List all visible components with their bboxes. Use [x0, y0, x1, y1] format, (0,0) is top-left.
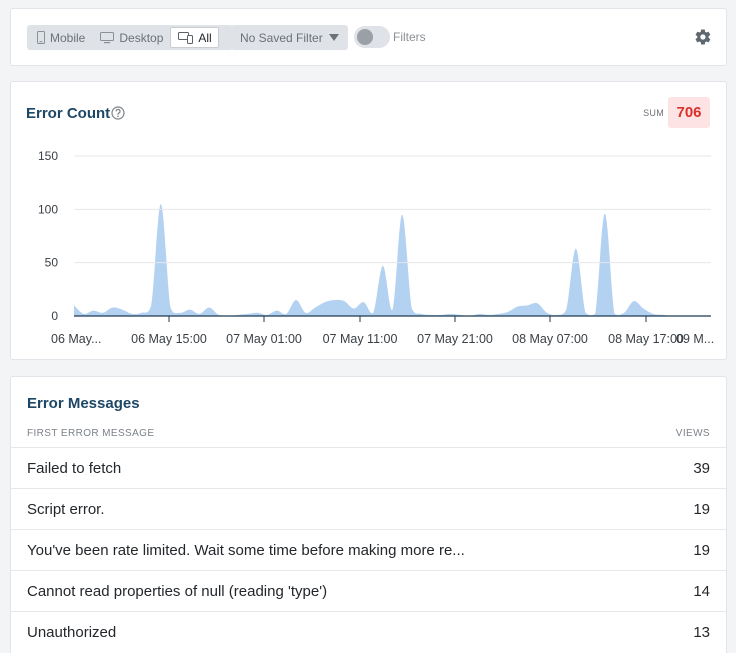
- table-row[interactable]: You've been rate limited. Wait some time…: [11, 529, 726, 570]
- toggle-knob: [357, 29, 373, 45]
- filters-toggle-label: Filters: [393, 30, 426, 44]
- device-segmented-control: Mobile Desktop All: [27, 25, 233, 50]
- mobile-icon: [37, 31, 45, 44]
- filters-toggle[interactable]: [354, 26, 390, 48]
- error-views: 39: [693, 459, 710, 477]
- y-tick-label: 50: [45, 256, 59, 270]
- error-count-chart: 0 50 100 150 06 May... 06 May 15:00 07 May 01:…: [38, 149, 714, 346]
- error-messages-title: Error Messages: [27, 395, 140, 412]
- error-views: 19: [693, 541, 710, 559]
- error-views: 13: [693, 623, 710, 641]
- error-views: 19: [693, 500, 710, 518]
- y-tick-label: 150: [38, 149, 58, 163]
- sum-value-badge: 706: [668, 97, 710, 128]
- saved-filter-dropdown[interactable]: No Saved Filter: [231, 25, 348, 50]
- desktop-icon: [100, 31, 115, 43]
- question-circle-icon[interactable]: [111, 106, 125, 120]
- error-count-title: Error Count: [26, 105, 111, 122]
- x-tick-label: 06 May...: [51, 332, 101, 346]
- segment-desktop-label: Desktop: [119, 30, 164, 45]
- x-tick-label: 07 May 01:00: [226, 332, 302, 346]
- error-messages-card: Error Messages FIRST ERROR MESSAGE VIEWS…: [10, 376, 727, 653]
- table-row[interactable]: Unauthorized 13: [11, 611, 726, 652]
- segment-all-label: All: [198, 30, 212, 45]
- error-count-card: Error Count SUM 706 0 50 100 150 06 May... 06…: [10, 81, 727, 360]
- x-tick-label: 09 M...: [676, 332, 714, 346]
- y-tick-label: 0: [51, 309, 58, 323]
- saved-filter-label: No Saved Filter: [240, 30, 323, 45]
- devices-icon: [178, 31, 194, 44]
- caret-down-icon: [328, 34, 339, 41]
- error-message: Failed to fetch: [27, 459, 122, 477]
- x-tick-label: 08 May 17:00: [608, 332, 684, 346]
- table-row[interactable]: Script error. 19: [11, 488, 726, 529]
- x-tick-label: 07 May 11:00: [323, 332, 398, 346]
- error-message: Cannot read properties of null (reading …: [27, 582, 328, 600]
- error-views: 14: [693, 582, 710, 600]
- error-message: Unauthorized: [27, 623, 117, 641]
- x-tick-label: 06 May 15:00: [131, 332, 207, 346]
- y-tick-label: 100: [38, 202, 58, 216]
- table-row[interactable]: Cannot read properties of null (reading …: [11, 570, 726, 611]
- error-messages-table: Failed to fetch 39 Script error. 19 You'…: [11, 447, 726, 652]
- segment-mobile-label: Mobile: [50, 30, 86, 45]
- table-row[interactable]: Failed to fetch 39: [11, 447, 726, 488]
- segment-desktop[interactable]: Desktop: [92, 27, 170, 48]
- gear-icon[interactable]: [694, 28, 712, 46]
- segment-all[interactable]: All: [170, 27, 219, 48]
- col-header-views: VIEWS: [675, 428, 710, 439]
- filter-toolbar: Mobile Desktop All No Saved Filter Filte…: [10, 8, 727, 66]
- x-tick-label: 07 May 21:00: [417, 332, 493, 346]
- error-message: Script error.: [27, 500, 105, 518]
- segment-mobile[interactable]: Mobile: [29, 27, 92, 48]
- x-tick-label: 08 May 07:00: [512, 332, 588, 346]
- error-message: You've been rate limited. Wait some time…: [27, 541, 465, 559]
- col-header-message: FIRST ERROR MESSAGE: [27, 428, 155, 439]
- series-area: [74, 203, 711, 316]
- sum-label: SUM: [643, 108, 664, 118]
